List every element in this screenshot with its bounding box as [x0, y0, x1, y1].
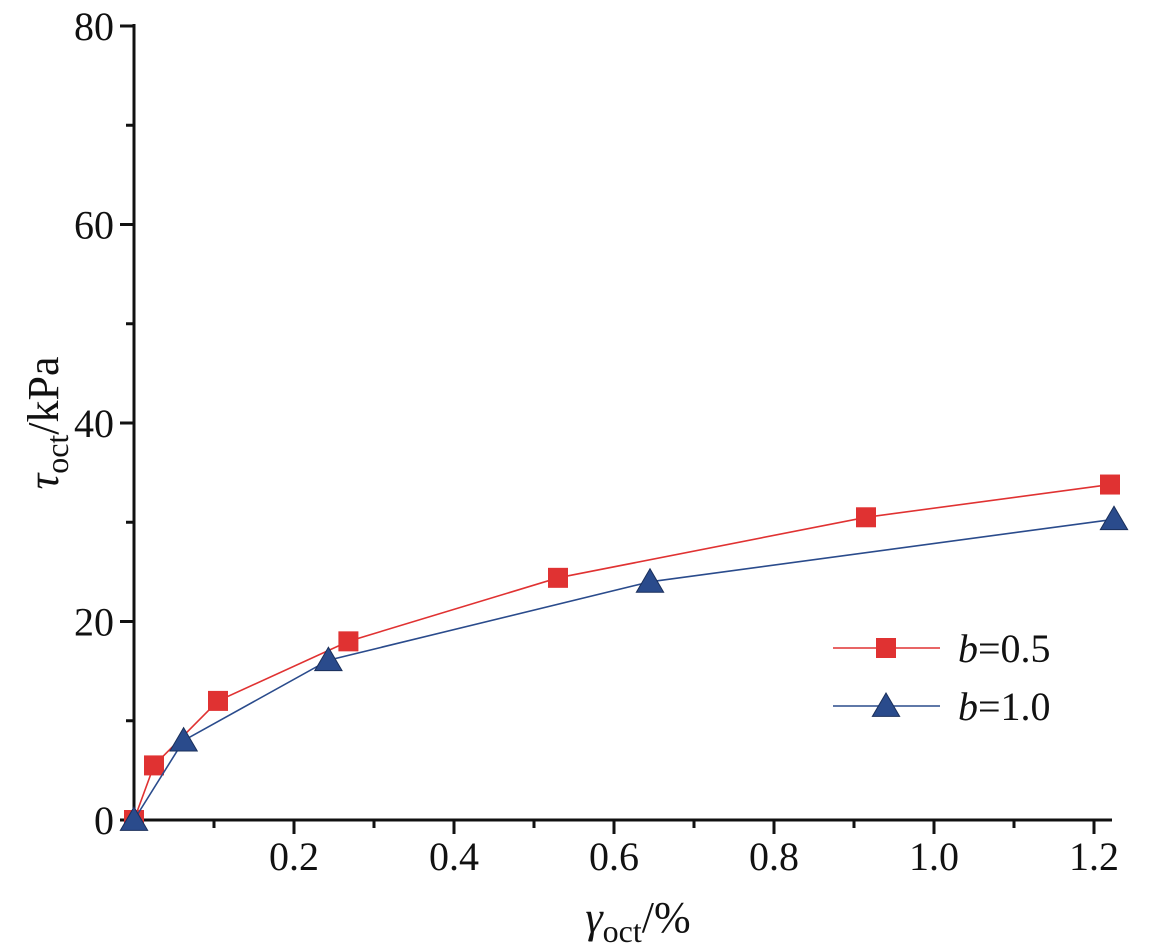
data-point: [338, 631, 359, 652]
legend-label: b=0.5: [958, 626, 1051, 671]
data-point: [635, 567, 665, 593]
data-point: [1100, 474, 1120, 495]
data-point: [169, 726, 199, 752]
data-point: [1099, 505, 1129, 531]
y-tick-label: 80: [74, 4, 114, 49]
x-tick-label: 0.2: [269, 834, 319, 879]
data-point: [313, 646, 343, 672]
data-point: [548, 567, 568, 588]
x-tick-label: 0.8: [749, 834, 799, 879]
axes: 0 20 40 60 80 0.2 0.4 0.6 0.8 1.0 1.2: [74, 4, 1119, 879]
series-layer: [119, 474, 1129, 831]
legend-label: b=1.0: [958, 684, 1051, 729]
y-axis-title: τoct/kPa: [19, 356, 75, 489]
y-tick-label: 20: [74, 600, 114, 645]
legend: b=0.5 b=1.0: [833, 626, 1051, 729]
data-point: [144, 755, 164, 776]
y-tick-label: 40: [74, 401, 114, 446]
legend-marker: [876, 638, 896, 658]
series-2: [119, 505, 1129, 831]
data-point: [208, 690, 228, 711]
x-tick-label: 1.0: [909, 834, 959, 879]
y-tick-label: 0: [94, 798, 114, 843]
data-point: [856, 507, 876, 528]
y-tick-label: 60: [74, 203, 114, 248]
x-tick-label: 1.2: [1069, 834, 1119, 879]
x-tick-label: 0.4: [429, 834, 479, 879]
data-point: [119, 806, 149, 831]
x-axis-title: γoct/%: [585, 893, 690, 949]
legend-item-2: b=1.0: [833, 684, 1051, 729]
x-tick-label: 0.6: [589, 834, 639, 879]
legend-item-1: b=0.5: [833, 626, 1051, 671]
legend-marker: [871, 692, 901, 717]
